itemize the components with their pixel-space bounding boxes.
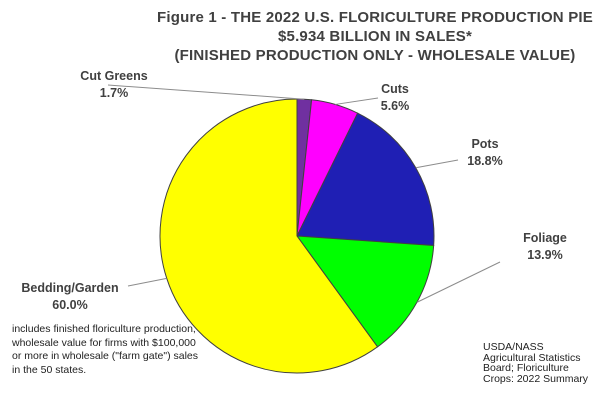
leader-line-cut-greens <box>107 84 305 100</box>
pie-slices <box>159 98 435 374</box>
slice-labels: Cut Greens 1.7% Cuts 5.6% Pots 18.8% Foliage 13… <box>21 69 567 312</box>
slice-label-name-cut-greens: Cut Greens <box>80 69 147 83</box>
leader-line-foliage <box>416 261 501 303</box>
slice-pots <box>296 112 435 246</box>
leader-line-pots <box>415 159 459 169</box>
leader-lines <box>107 84 501 303</box>
slice-foliage <box>295 235 435 348</box>
slice-label-value-cut-greens: 1.7% <box>100 86 129 100</box>
slice-label-value-pots: 18.8% <box>467 154 502 168</box>
chart-title-line-1: Figure 1 - THE 2022 U.S. FLORICULTURE PR… <box>156 9 593 26</box>
slice-label-value-cuts: 5.6% <box>381 99 410 113</box>
chart-source: USDA/NASS Agricultural Statistics Board;… <box>483 341 589 385</box>
slice-label-name-cuts: Cuts <box>381 82 409 96</box>
slice-bedding-garden <box>159 98 379 374</box>
chart-footnote: includes finished floriculture productio… <box>12 323 199 376</box>
chart-title-line-3: (FINISHED PRODUCTION ONLY - WHOLESALE VA… <box>174 47 576 64</box>
chart-title-line-2: $5.934 BILLION IN SALES* <box>277 28 473 45</box>
slice-label-name-bedding-garden: Bedding/Garden <box>21 281 118 295</box>
slice-label-value-bedding-garden: 60.0% <box>52 298 87 312</box>
slice-label-value-foliage: 13.9% <box>527 248 562 262</box>
leader-line-cuts <box>335 97 379 105</box>
slice-label-name-foliage: Foliage <box>523 231 567 245</box>
leader-line-bedding-garden <box>127 277 167 287</box>
slice-label-name-pots: Pots <box>471 137 498 151</box>
